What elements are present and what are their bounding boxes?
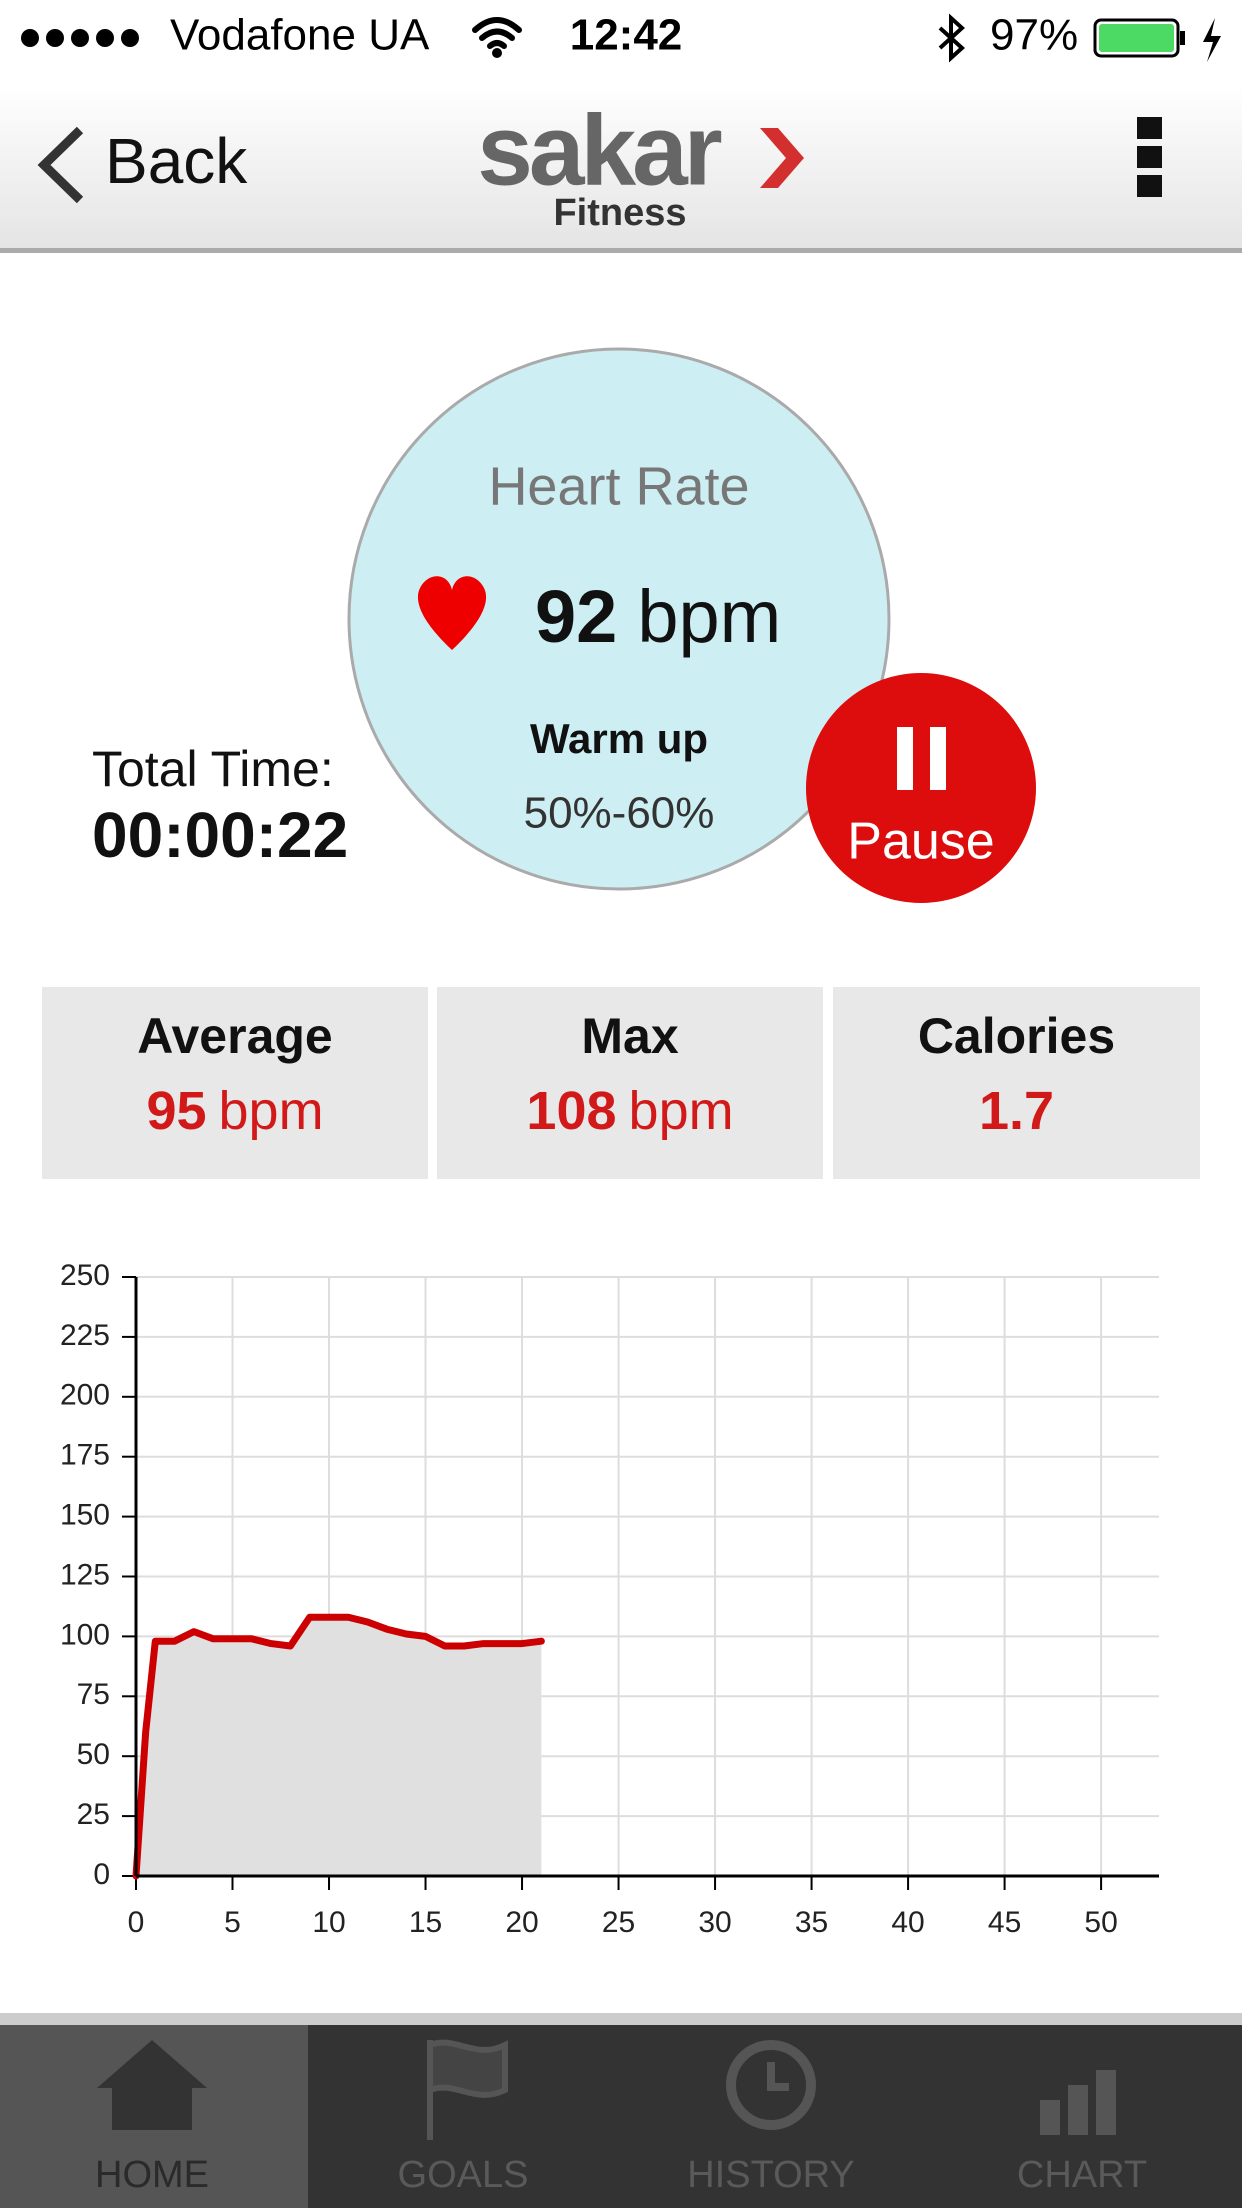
line [132, 1613, 545, 1880]
stat-box [42, 987, 428, 1179]
back-button[interactable]: Back [37, 125, 248, 204]
goals-icon [427, 2039, 508, 2140]
chart: 0 25 50 75 100 125 150 175 200 225 250 0 5 10 15 20 25 30… [60, 1259, 1159, 1939]
stat-unit: bpm [629, 1081, 734, 1141]
nav-border [0, 248, 1242, 253]
y-tick-label: 75 [77, 1678, 110, 1711]
y-tick-label: 200 [60, 1379, 110, 1412]
tab-label[interactable]: HOME [95, 2154, 209, 2196]
y-tick-label: 25 [77, 1798, 110, 1831]
battery-level: 97% [990, 11, 1078, 60]
stat-reading: 108 bpm [526, 1081, 733, 1141]
nav-bar [0, 84, 1242, 250]
stat-reading: 95 bpm [146, 1081, 323, 1141]
zone-range: 50%-60% [524, 789, 715, 838]
chart-icon [1040, 2070, 1116, 2135]
clock: 12:42 [570, 11, 683, 60]
x-tick-label: 25 [602, 1906, 635, 1939]
heart-rate-circle [347, 347, 891, 891]
heart-rate-value: 92 [535, 575, 617, 658]
x-tick-label: 35 [795, 1906, 828, 1939]
x-tick-label: 0 [128, 1906, 145, 1939]
y-tick-label: 175 [60, 1439, 110, 1472]
heart-icon [417, 576, 487, 650]
area [136, 1617, 542, 1876]
x-tick-label: 20 [505, 1906, 538, 1939]
stat-label: Calories [918, 1008, 1115, 1064]
x-tick-label: 30 [698, 1906, 731, 1939]
x-tick-label: 50 [1084, 1906, 1117, 1939]
zone-name: Warm up [530, 715, 708, 762]
logo: sakar [477, 94, 721, 206]
status-bar: Vodafone UA 12:42 97% [21, 11, 1221, 63]
stat-box [833, 987, 1200, 1179]
y-tick-label: 100 [60, 1618, 110, 1651]
pause-button[interactable]: Pause [806, 673, 1036, 903]
total-time-value: 00:00:22 [92, 799, 348, 871]
stat-label: Max [581, 1008, 678, 1064]
y-tick-label: 225 [60, 1319, 110, 1352]
stat-label: Average [137, 1008, 332, 1064]
back-label[interactable]: Back [105, 125, 248, 197]
logo-chevron [760, 128, 804, 188]
tab-label[interactable]: HISTORY [687, 2154, 855, 2196]
x-tick-label: 45 [988, 1906, 1021, 1939]
stat-value: 1.7 [979, 1081, 1054, 1141]
y-tick-label: 150 [60, 1499, 110, 1532]
tab-label[interactable]: CHART [1017, 2154, 1147, 2196]
logo-subtitle: Fitness [553, 192, 686, 234]
menu-button[interactable] [1137, 117, 1162, 197]
x-tick-label: 5 [224, 1906, 241, 1939]
heart-rate-label: Heart Rate [488, 456, 749, 516]
heart-rate-unit: bpm [637, 575, 781, 658]
y-tick-label: 50 [77, 1738, 110, 1771]
stat-value: 95 [146, 1081, 206, 1141]
x-tick-label: 15 [409, 1906, 442, 1939]
stat-unit: bpm [219, 1081, 324, 1141]
total-time-label: Total Time: [92, 741, 334, 797]
y-tick-label: 125 [60, 1558, 110, 1591]
x-tick-label: 40 [891, 1906, 924, 1939]
y-tick-label: 0 [93, 1858, 110, 1891]
stat-box [437, 987, 823, 1179]
x-tick-label: 10 [312, 1906, 345, 1939]
history-icon [726, 2040, 816, 2130]
home-icon [97, 2040, 207, 2130]
tab-label[interactable]: GOALS [398, 2154, 529, 2196]
pause-label[interactable]: Pause [847, 813, 994, 871]
tab-divider [0, 2013, 1242, 2025]
carrier: Vodafone UA [170, 11, 430, 60]
tabs: HOME GOALS HISTORY CHART [95, 2154, 1147, 2196]
heart-rate-reading: 92 bpm [535, 575, 781, 658]
stat-value: 108 [526, 1081, 616, 1141]
y-tick-label: 250 [60, 1259, 110, 1292]
stat-reading: 1.7 [979, 1081, 1054, 1141]
